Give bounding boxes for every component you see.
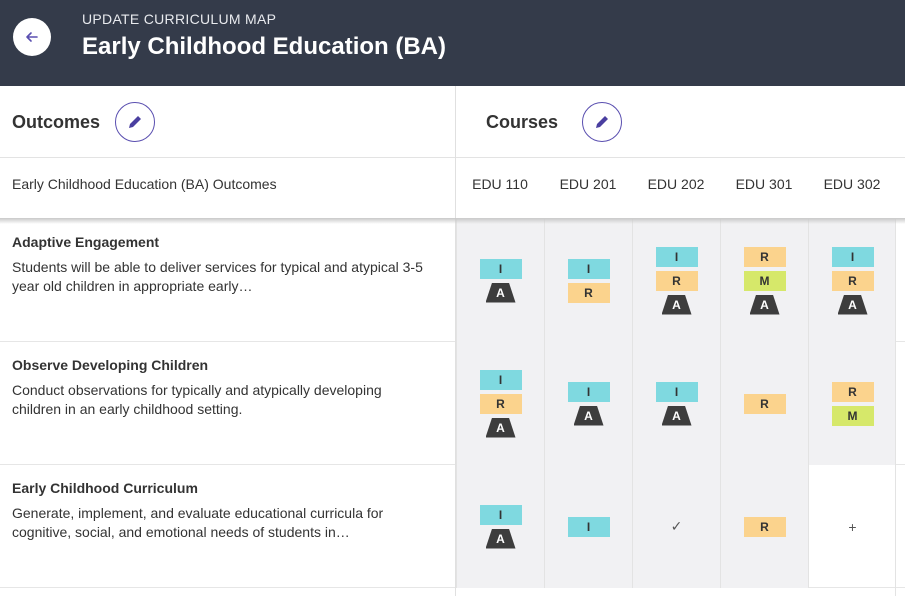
outcome-description: Students will be able to deliver service… [12, 259, 423, 294]
page-eyebrow: UPDATE CURRICULUM MAP [82, 11, 277, 27]
level-tag: I [567, 258, 610, 279]
page-header: UPDATE CURRICULUM MAP Early Childhood Ed… [0, 0, 905, 86]
level-tag: I [655, 381, 698, 402]
header-shadow [0, 218, 905, 224]
level-tag: R [831, 270, 874, 291]
course-column-header: EDU 110 [472, 176, 528, 192]
outcome-title: Early Childhood Curriculum [12, 480, 198, 496]
table-edge [895, 219, 905, 596]
add-icon: + [848, 518, 857, 535]
level-tag: I [567, 516, 610, 537]
level-tag: I [479, 369, 522, 390]
course-column-header: EDU 301 [735, 176, 793, 192]
level-tag: R [743, 393, 786, 414]
level-tag: I [479, 258, 522, 279]
edit-courses-button[interactable] [582, 102, 622, 142]
mapping-cell[interactable]: R [720, 342, 808, 465]
level-tag: I [655, 246, 698, 267]
page-title: Early Childhood Education (BA) [82, 33, 446, 60]
column-divider [455, 86, 456, 596]
level-tag: A [485, 528, 516, 549]
outcome-row: Early Childhood Curriculum Generate, impl… [0, 465, 905, 588]
outcome-title: Observe Developing Children [12, 357, 209, 373]
level-tag: R [743, 516, 786, 537]
level-tag: A [485, 417, 516, 438]
level-tag: A [837, 294, 868, 315]
level-tag: M [831, 405, 874, 426]
section-header-row: Outcomes Courses [0, 86, 905, 158]
arrow-left-icon [26, 32, 38, 42]
column-header-row: Early Childhood Education (BA) Outcomes … [0, 158, 905, 219]
mapping-cell[interactable]: + [808, 465, 896, 588]
level-tag: I [831, 246, 874, 267]
level-tag: R [567, 282, 610, 303]
course-column-header: EDU 201 [559, 176, 617, 192]
level-tag: A [661, 405, 692, 426]
outcome-row: Observe Developing Children Conduct obser… [0, 342, 905, 465]
outcome-description: Conduct observations for typically and a… [12, 382, 382, 417]
outcomes-column-title: Early Childhood Education (BA) Outcomes [12, 176, 277, 192]
outcome-description: Generate, implement, and evaluate educat… [12, 505, 384, 540]
level-tag: I [479, 504, 522, 525]
courses-section-label: Courses [486, 112, 559, 132]
level-tag: R [831, 381, 874, 402]
level-tag: A [661, 294, 692, 315]
pencil-icon [129, 116, 141, 128]
level-tag: A [749, 294, 780, 315]
level-tag: R [743, 246, 786, 267]
back-button[interactable] [13, 18, 51, 56]
level-tag: I [567, 381, 610, 402]
mapping-cell[interactable]: I [544, 465, 632, 588]
level-tag: A [573, 405, 604, 426]
level-tag: R [479, 393, 522, 414]
outcome-row: Adaptive Engagement Students will be able… [0, 219, 905, 342]
mapping-cell[interactable]: R [720, 465, 808, 588]
check-icon: ✓ [670, 518, 683, 534]
outcome-title: Adaptive Engagement [12, 234, 160, 250]
level-tag: R [655, 270, 698, 291]
course-column-header: EDU 202 [647, 176, 705, 192]
level-tag: A [485, 282, 516, 303]
mapping-cell[interactable]: ✓ [632, 465, 720, 588]
pencil-icon [596, 116, 608, 128]
outcomes-section-label: Outcomes [12, 112, 101, 132]
edit-outcomes-button[interactable] [115, 102, 155, 142]
course-column-header: EDU 302 [823, 176, 881, 192]
level-tag: M [743, 270, 786, 291]
